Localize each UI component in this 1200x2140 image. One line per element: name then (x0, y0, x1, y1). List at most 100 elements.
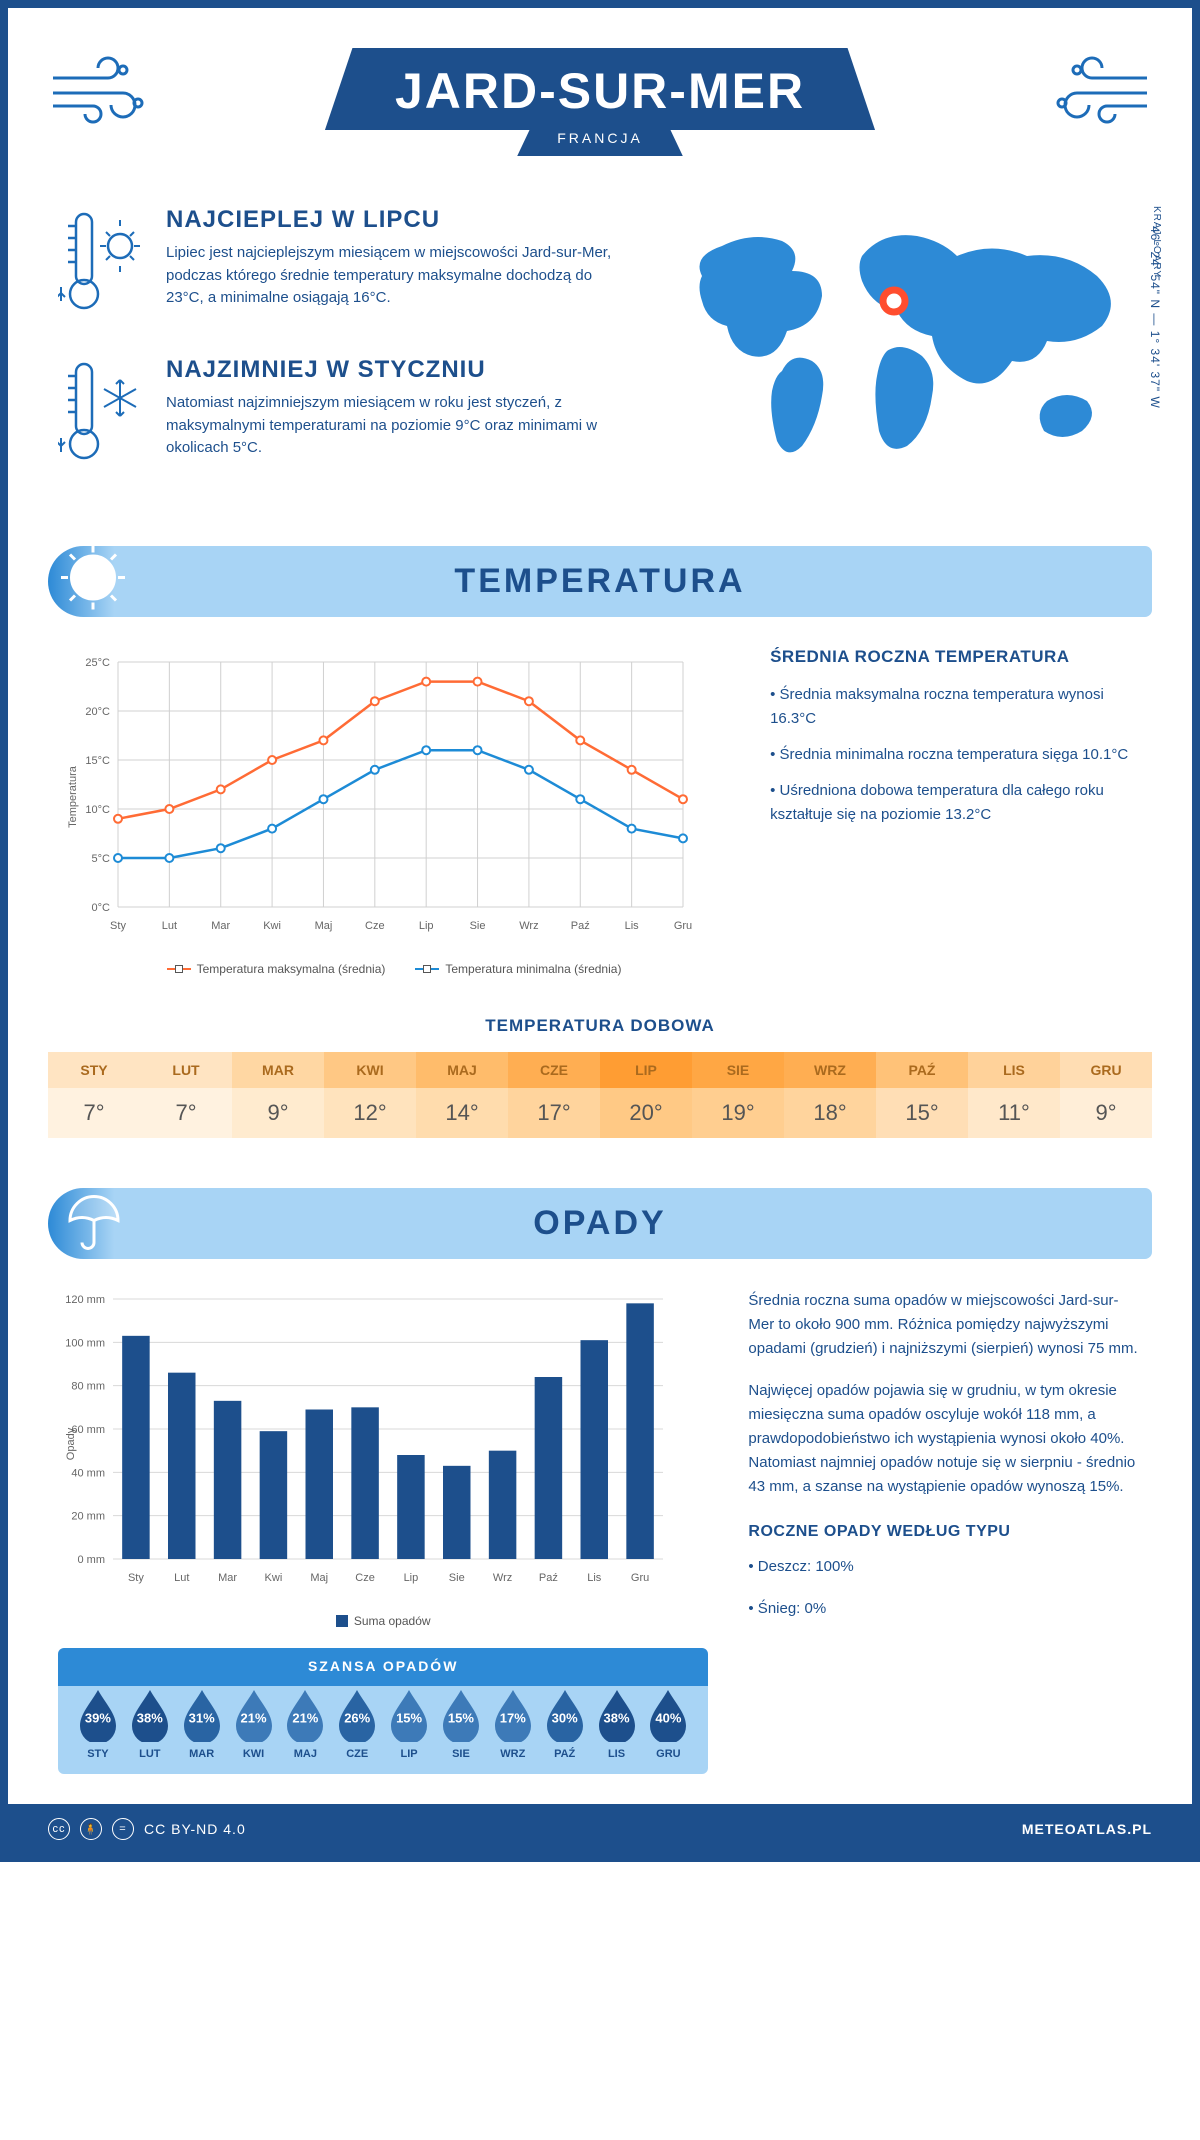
svg-text:25°C: 25°C (85, 657, 110, 669)
drop: 15%SIE (435, 1688, 487, 1760)
svg-text:10°C: 10°C (85, 804, 110, 816)
chance-title: SZANSA OPADÓW (72, 1658, 694, 1674)
nd-icon: = (112, 1818, 134, 1840)
svg-text:Mar: Mar (218, 1572, 237, 1584)
svg-text:Lip: Lip (404, 1572, 419, 1584)
month-cell: KWI12° (324, 1052, 416, 1138)
sun-icon (58, 542, 128, 621)
city-title: JARD-SUR-MER (325, 48, 875, 130)
month-cell: LUT7° (140, 1052, 232, 1138)
drop: 38%LUT (124, 1688, 176, 1760)
svg-text:Cze: Cze (355, 1572, 375, 1584)
world-map: KRAJ LOARY 46° 24' 54" N — 1° 34' 37" W (662, 206, 1142, 506)
wind-icon (1042, 48, 1152, 133)
svg-text:Opady: Opady (65, 1427, 77, 1460)
svg-text:Wrz: Wrz (493, 1572, 512, 1584)
drop: 21%KWI (228, 1688, 280, 1760)
precip-text-1: Średnia roczna suma opadów w miejscowośc… (748, 1289, 1142, 1361)
avg-temp-title: ŚREDNIA ROCZNA TEMPERATURA (770, 647, 1142, 667)
fact-cold-text: Natomiast najzimniejszym miesiącem w rok… (166, 392, 622, 460)
drop: 21%MAJ (279, 1688, 331, 1760)
chart-legend: Temperatura maksymalna (średnia) Tempera… (58, 962, 730, 976)
svg-text:0 mm: 0 mm (78, 1554, 106, 1566)
country-subtitle: FRANCJA (517, 128, 683, 156)
thermometer-sun-icon (58, 206, 148, 321)
precip-type-title: ROCZNE OPADY WEDŁUG TYPU (748, 1519, 1142, 1545)
svg-text:Lut: Lut (174, 1572, 189, 1584)
fact-cold-title: NAJZIMNIEJ W STYCZNIU (166, 356, 622, 384)
svg-text:40 mm: 40 mm (71, 1467, 105, 1479)
precip-text: Średnia roczna suma opadów w miejscowośc… (748, 1289, 1142, 1774)
license-text: CC BY-ND 4.0 (144, 1821, 246, 1837)
temperature-avg-text: ŚREDNIA ROCZNA TEMPERATURA • Średnia mak… (770, 647, 1142, 976)
precip-legend-label: Suma opadów (354, 1614, 431, 1628)
svg-text:Mar: Mar (211, 920, 230, 932)
cc-icon: cc (48, 1818, 70, 1840)
svg-text:15°C: 15°C (85, 755, 110, 767)
svg-text:Gru: Gru (674, 920, 692, 932)
bullet: • Średnia maksymalna roczna temperatura … (770, 683, 1142, 731)
fact-coldest: NAJZIMNIEJ W STYCZNIU Natomiast najzimni… (58, 356, 622, 471)
chance-box: SZANSA OPADÓW 39%STY38%LUT31%MAR21%KWI21… (58, 1648, 708, 1774)
svg-text:Sie: Sie (449, 1572, 465, 1584)
svg-text:Sty: Sty (128, 1572, 144, 1584)
svg-text:Kwi: Kwi (265, 1572, 283, 1584)
svg-text:Paź: Paź (571, 920, 590, 932)
fact-warm-text: Lipiec jest najcieplejszym miesiącem w m… (166, 242, 622, 310)
month-cell: LIP20° (600, 1052, 692, 1138)
svg-text:Temperatura: Temperatura (67, 765, 79, 828)
month-cell: SIE19° (692, 1052, 784, 1138)
bullet: • Śnieg: 0% (748, 1597, 1142, 1621)
month-cell: GRU9° (1060, 1052, 1152, 1138)
month-cell: LIS11° (968, 1052, 1060, 1138)
svg-text:Lis: Lis (587, 1572, 602, 1584)
svg-text:100 mm: 100 mm (65, 1337, 105, 1349)
month-cell: MAJ14° (416, 1052, 508, 1138)
drop: 30%PAŹ (539, 1688, 591, 1760)
drop: 40%GRU (642, 1688, 694, 1760)
precip-title: OPADY (533, 1204, 666, 1242)
bar-chart: 0 mm20 mm40 mm60 mm80 mm100 mm120 mmStyL… (58, 1289, 708, 1628)
daily-temp-title: TEMPERATURA DOBOWA (8, 1016, 1192, 1036)
coordinates: 46° 24' 54" N — 1° 34' 37" W (1148, 226, 1162, 409)
fact-warm-title: NAJCIEPLEJ W LIPCU (166, 206, 622, 234)
svg-text:0°C: 0°C (92, 902, 111, 914)
section-header-precip: OPADY (48, 1188, 1152, 1259)
drop: 31%MAR (176, 1688, 228, 1760)
site-name: METEOATLAS.PL (1022, 1821, 1152, 1837)
month-cell: STY7° (48, 1052, 140, 1138)
svg-text:Cze: Cze (365, 920, 385, 932)
drop: 15%LIP (383, 1688, 435, 1760)
month-cell: MAR9° (232, 1052, 324, 1138)
bullet: • Uśredniona dobowa temperatura dla całe… (770, 779, 1142, 827)
by-icon: 🧍 (80, 1818, 102, 1840)
month-cell: WRZ18° (784, 1052, 876, 1138)
daily-temp-table: STY7°LUT7°MAR9°KWI12°MAJ14°CZE17°LIP20°S… (48, 1052, 1152, 1138)
svg-text:Paź: Paź (539, 1572, 558, 1584)
wind-icon (48, 48, 158, 133)
footer: cc 🧍 = CC BY-ND 4.0 METEOATLAS.PL (8, 1804, 1192, 1854)
line-chart: 0°C 5°C 10°C 15°C 20°C 25°C Sty Lut Mar Kwi Maj Cze… (58, 647, 730, 976)
month-cell: PAŹ15° (876, 1052, 968, 1138)
temperature-title: TEMPERATURA (454, 562, 745, 600)
drop: 26%CZE (331, 1688, 383, 1760)
svg-text:5°C: 5°C (92, 853, 111, 865)
svg-text:Kwi: Kwi (263, 920, 281, 932)
svg-text:20°C: 20°C (85, 706, 110, 718)
drop: 38%LIS (591, 1688, 643, 1760)
precip-legend: Suma opadów (58, 1614, 708, 1628)
infographic-page: JARD-SUR-MER FRANCJA NAJCIEPLEJ W LIPCU … (0, 0, 1200, 1862)
header: JARD-SUR-MER FRANCJA (8, 8, 1192, 206)
svg-text:Wrz: Wrz (519, 920, 538, 932)
svg-text:Lut: Lut (162, 920, 177, 932)
thermometer-snow-icon (58, 356, 148, 471)
svg-text:Sty: Sty (110, 920, 126, 932)
svg-text:Lis: Lis (625, 920, 640, 932)
bullet: • Średnia minimalna roczna temperatura s… (770, 743, 1142, 767)
precip-row: 0 mm20 mm40 mm60 mm80 mm100 mm120 mmStyL… (8, 1289, 1192, 1804)
drop: 39%STY (72, 1688, 124, 1760)
svg-text:Gru: Gru (631, 1572, 649, 1584)
drop: 17%WRZ (487, 1688, 539, 1760)
svg-text:20 mm: 20 mm (71, 1511, 105, 1523)
svg-text:Maj: Maj (315, 920, 333, 932)
